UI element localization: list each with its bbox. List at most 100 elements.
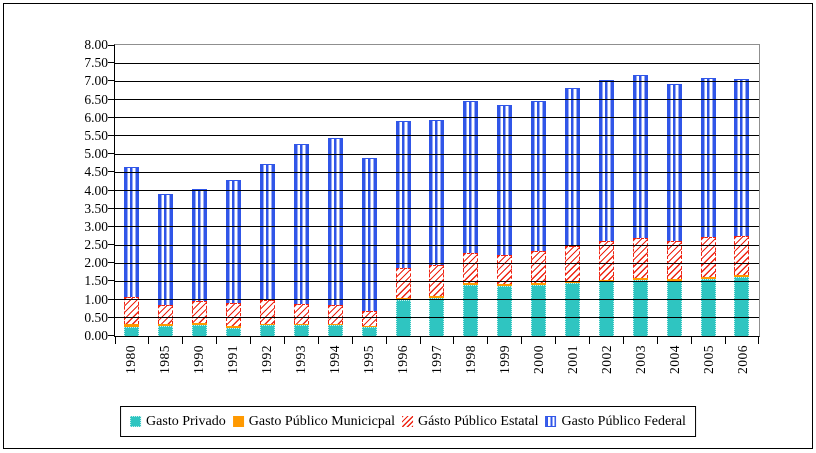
x-axis-label-slot: 1994 <box>318 345 352 399</box>
y-axis-tick-label: 2.00 <box>84 255 108 271</box>
bar-segment-federal-1996 <box>395 120 411 268</box>
x-axis-label-slot: 2002 <box>590 345 624 399</box>
x-axis-label-slot: 2005 <box>692 345 726 399</box>
x-axis-label: 2000 <box>531 345 546 374</box>
x-axis-label-slot: 2004 <box>658 345 692 399</box>
x-axis-tick <box>724 337 726 344</box>
bar-segment-privado-1998 <box>463 285 479 336</box>
gridline <box>115 226 759 228</box>
chart-outer-frame: 8.00 7.50 7.00 6.50 6.00 5.50 5.00 4.50 4.00 3.50… <box>3 3 813 449</box>
bar-segment-federal-1999 <box>497 105 513 255</box>
bar-segment-federal-2005 <box>700 77 716 238</box>
y-axis-tick <box>108 134 115 136</box>
y-axis-labels: 8.00 7.50 7.00 6.50 6.00 5.50 5.00 4.50 4.00 3.50… <box>4 38 108 343</box>
bar-column-2002 <box>589 45 623 336</box>
y-axis-tick-label: 5.00 <box>84 146 108 162</box>
x-axis-label-slot: 1992 <box>250 345 284 399</box>
stacked-bar-2003 <box>632 74 648 336</box>
bar-column-2004 <box>657 45 691 336</box>
x-axis-label: 1996 <box>395 345 410 374</box>
bar-column-1993 <box>284 45 318 336</box>
x-axis-label-slot: 1985 <box>148 345 182 399</box>
x-axis-label: 1980 <box>123 345 138 374</box>
bar-segment-privado-1995 <box>361 326 377 336</box>
legend-label-municipal: Gasto Público Municicpal <box>248 413 395 429</box>
bar-segment-estatal-2006 <box>734 236 750 275</box>
y-axis-tick-label: 2.50 <box>84 237 108 253</box>
bar-segment-municipal-2002 <box>598 279 614 282</box>
bar-segment-estatal-2000 <box>531 251 547 284</box>
stacked-bar-1997 <box>429 119 445 336</box>
bar-column-2001 <box>556 45 590 336</box>
gridline <box>115 190 759 191</box>
y-axis-tick-label: 1.00 <box>84 291 108 307</box>
gridline <box>115 280 759 282</box>
bar-segment-federal-1998 <box>463 101 479 254</box>
y-axis-tick <box>108 280 115 282</box>
y-axis-tick-label: 7.00 <box>84 73 108 89</box>
legend-label-privado: Gasto Privado <box>146 413 226 429</box>
bar-segment-municipal-1996 <box>395 297 411 300</box>
gridline <box>115 317 759 319</box>
bar-segment-privado-2002 <box>598 281 614 336</box>
y-axis-tick-label: 4.50 <box>84 164 108 180</box>
federal-swatch-icon <box>545 416 557 427</box>
bar-segment-municipal-2000 <box>531 283 547 286</box>
x-axis-tick <box>148 337 150 344</box>
y-axis-tick <box>108 316 115 318</box>
bar-segment-estatal-1999 <box>497 254 513 285</box>
stacked-bar-1991 <box>226 179 242 336</box>
y-axis-tick <box>108 98 115 100</box>
plot-area <box>108 44 760 344</box>
privado-swatch-icon <box>130 416 142 427</box>
legend-item-federal: Gasto Público Federal <box>545 414 686 430</box>
x-axis-tick <box>216 337 218 344</box>
stacked-bar-1985 <box>158 194 174 336</box>
bar-segment-estatal-1992 <box>260 300 275 324</box>
y-axis-tick <box>108 207 115 209</box>
x-axis-tick <box>656 337 658 344</box>
y-axis-tick-label: 1.50 <box>84 273 108 289</box>
bar-segment-federal-2006 <box>734 78 750 236</box>
x-axis-label-slot: 1980 <box>114 345 148 399</box>
stacked-bar-1996 <box>395 120 411 336</box>
x-axis-tick <box>317 337 319 344</box>
estatal-swatch-icon <box>401 416 413 427</box>
bar-segment-federal-2002 <box>598 79 614 242</box>
x-axis-label-slot: 2003 <box>624 345 658 399</box>
y-axis-tick-label: 7.50 <box>84 55 108 71</box>
bar-segment-municipal-1991 <box>226 326 242 328</box>
gridline <box>115 99 759 101</box>
bar-segment-privado-1990 <box>192 325 208 336</box>
bar-segment-estatal-2005 <box>700 237 716 277</box>
bar-segment-privado-1992 <box>260 325 275 336</box>
x-axis-label: 2003 <box>633 345 648 374</box>
y-axis-tick-label: 3.00 <box>84 218 108 234</box>
stacked-bar-2002 <box>598 79 614 336</box>
stacked-bar-1980 <box>124 166 140 336</box>
x-axis-label: 1990 <box>191 345 206 374</box>
bar-column-1995 <box>352 45 386 336</box>
x-axis-tick <box>419 337 421 344</box>
x-axis-tick <box>351 337 353 344</box>
x-axis-label: 2006 <box>735 345 750 374</box>
bar-segment-estatal-1980 <box>124 296 140 324</box>
bar-segment-federal-2000 <box>531 101 547 252</box>
x-axis-tick <box>758 337 759 344</box>
bar-segment-federal-1991 <box>226 179 242 304</box>
gridline <box>115 299 759 301</box>
x-axis-tick <box>385 337 387 344</box>
x-axis-label: 2001 <box>565 345 580 374</box>
y-axis-tick <box>108 153 115 155</box>
bar-segment-estatal-1990 <box>192 300 208 323</box>
x-axis-label: 1994 <box>327 345 342 374</box>
y-axis-tick <box>108 298 115 300</box>
bar-column-2000 <box>522 45 556 336</box>
x-axis-label: 1999 <box>497 345 512 374</box>
bar-segment-municipal-2006 <box>734 274 750 277</box>
y-axis-tick <box>108 225 115 227</box>
bar-segment-federal-1997 <box>429 119 445 266</box>
y-axis-tick <box>108 62 115 64</box>
stacked-bar-1999 <box>497 105 513 336</box>
